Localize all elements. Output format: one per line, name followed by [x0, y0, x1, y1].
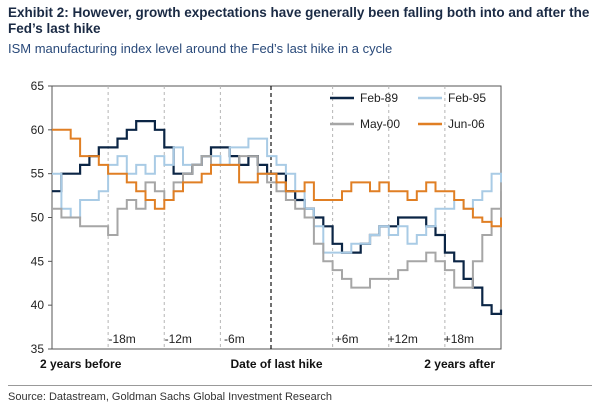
- source-note: Source: Datastream, Goldman Sachs Global…: [8, 391, 333, 403]
- legend-label: May-00: [360, 117, 400, 131]
- month-marker-label: +12m: [388, 332, 418, 346]
- y-tick-label: 65: [31, 79, 45, 93]
- month-marker-label: -6m: [224, 332, 245, 346]
- plot-frame: [51, 85, 502, 350]
- series-line-feb-95: [52, 137, 502, 254]
- month-marker-label: +6m: [335, 332, 359, 346]
- y-tick-label: 35: [31, 342, 45, 356]
- chart-subtitle: ISM manufacturing index level around the…: [8, 41, 393, 56]
- y-tick-label: 50: [31, 211, 45, 225]
- month-marker-label: +18m: [444, 332, 474, 346]
- x-axis-label: 2 years after: [424, 357, 495, 371]
- source-divider: [8, 385, 592, 386]
- legend-label: Jun-06: [448, 117, 485, 131]
- y-tick-label: 55: [31, 167, 45, 181]
- x-axis-label: 2 years before: [40, 357, 122, 371]
- chart-title: Exhibit 2: However, growth expectations …: [8, 5, 590, 36]
- month-marker-label: -18m: [108, 332, 135, 346]
- y-tick-label: 60: [31, 123, 45, 137]
- series-line-may-00: [52, 155, 502, 289]
- x-axis-label: Date of last hike: [230, 357, 322, 371]
- y-tick-label: 40: [31, 298, 45, 312]
- legend-label: Feb-95: [448, 91, 486, 105]
- series-line-jun-06: [52, 128, 502, 228]
- legend-label: Feb-89: [360, 91, 398, 105]
- month-marker-label: -12m: [165, 332, 192, 346]
- series-line-feb-89: [52, 120, 503, 315]
- y-tick-label: 45: [31, 254, 45, 268]
